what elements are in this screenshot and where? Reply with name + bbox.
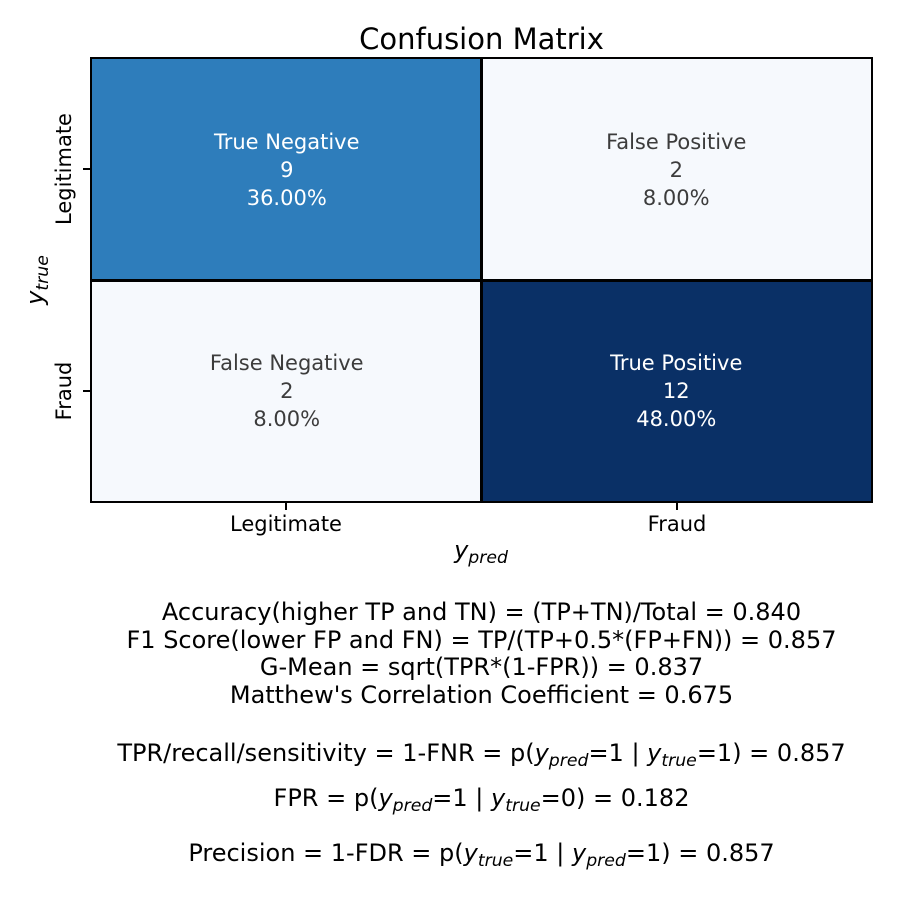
metrics-block-precision: Precision = 1-FDR = p(ytrue=1 | ypred=1)… <box>90 839 873 875</box>
metric-mcc: Matthew's Correlation Coefficient = 0.67… <box>229 680 734 709</box>
chart-title: Confusion Matrix <box>359 22 604 56</box>
y-axis-label: ytrue <box>21 255 53 305</box>
cell-count: 2 <box>280 378 294 403</box>
x-tick-label-legitimate: Legitimate <box>230 512 342 536</box>
metric-fpr: FPR = p(ypred=1 | ytrue=0) = 0.182 <box>273 783 690 816</box>
cell-true-positive: True Positive 12 48.00% <box>481 280 871 501</box>
metric-f1-score: F1 Score(lower FP and FN) = TP/(TP+0.5*(… <box>126 625 837 654</box>
cell-count: 2 <box>669 157 683 182</box>
cell-label: False Positive <box>606 129 747 154</box>
cell-count: 9 <box>280 157 294 182</box>
heatmap-plot-area: True Negative 9 36.00% False Positive 2 … <box>90 57 873 503</box>
x-tick-label-fraud: Fraud <box>647 512 707 536</box>
cell-percent: 36.00% <box>246 185 327 210</box>
metric-tpr: TPR/recall/sensitivity = 1-FNR = p(ypred… <box>117 739 846 771</box>
metric-accuracy: Accuracy(higher TP and TN) = (TP+TN)/Tot… <box>161 598 802 626</box>
cell-percent: 8.00% <box>642 185 710 210</box>
x-tick-mark <box>676 503 678 510</box>
cell-count: 12 <box>662 378 690 403</box>
cell-true-negative: True Negative 9 36.00% <box>92 59 482 280</box>
y-tick-mark <box>83 390 90 392</box>
x-tick-mark <box>285 503 287 510</box>
cell-label: True Positive <box>610 350 743 375</box>
cell-divider-horizontal <box>92 278 871 282</box>
cell-false-negative: False Negative 2 8.00% <box>92 280 482 501</box>
metric-g-mean: G-Mean = sqrt(TPR*(1-FPR)) = 0.837 <box>259 653 704 681</box>
y-tick-mark <box>83 168 90 170</box>
cell-percent: 48.00% <box>636 406 717 431</box>
cell-percent: 8.00% <box>253 406 321 431</box>
x-axis-label: ypred <box>454 536 508 568</box>
cell-label: False Negative <box>209 350 364 375</box>
metrics-block-overall: Accuracy(higher TP and TN) = (TP+TN)/Tot… <box>90 598 873 709</box>
metric-precision: Precision = 1-FDR = p(ytrue=1 | ypred=1)… <box>188 839 775 871</box>
y-tick-label-fraud: Fraud <box>52 361 76 421</box>
cell-label: True Negative <box>213 129 360 154</box>
cell-false-positive: False Positive 2 8.00% <box>481 59 871 280</box>
metrics-block-rates: TPR/recall/sensitivity = 1-FNR = p(ypred… <box>90 735 873 825</box>
y-tick-label-legitimate: Legitimate <box>52 113 76 225</box>
